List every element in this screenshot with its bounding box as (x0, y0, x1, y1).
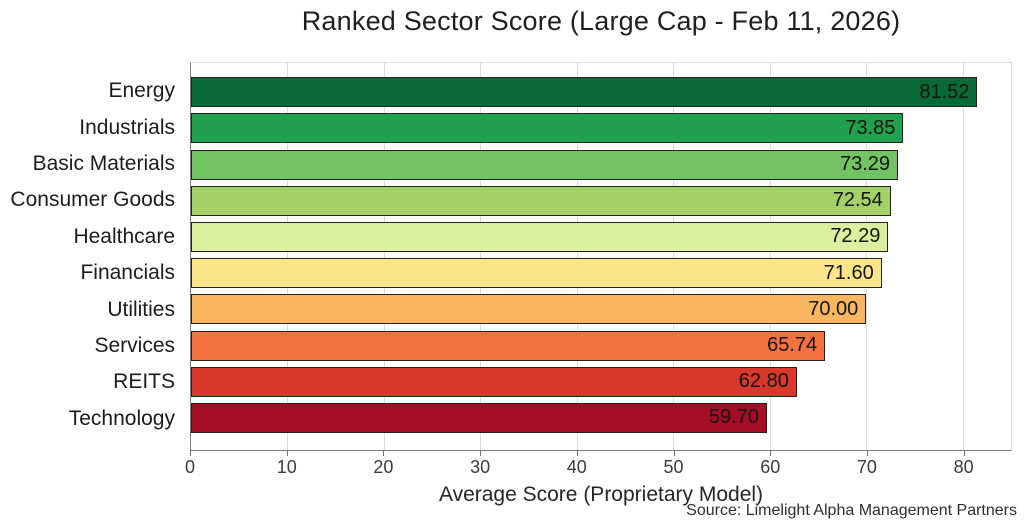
x-tick-label: 30 (470, 457, 491, 477)
value-label: 73.29 (839, 153, 891, 175)
x-tickmarks (190, 450, 1012, 456)
gridline (287, 63, 289, 450)
value-label: 65.74 (767, 334, 818, 357)
bar-healthcare: 72.29 (191, 221, 889, 252)
x-tick-label: 50 (663, 457, 684, 477)
x-tick-label: 40 (566, 457, 587, 477)
category-label-utilities: Utilities (107, 297, 175, 321)
value-label: 59.70 (708, 406, 759, 429)
value-label: 72.29 (830, 225, 881, 248)
bar-row: 73.85 (191, 110, 1011, 146)
tickmark (866, 450, 868, 456)
category-label-industrials: Industrials (79, 115, 175, 139)
tickmark (383, 450, 385, 456)
bar-industrials: 73.85 (191, 113, 904, 144)
gridline (383, 63, 385, 450)
category-label-consumer-goods: Consumer Goods (10, 188, 175, 212)
bar-row: 65.74 (191, 327, 1011, 363)
category-label-basic-materials: Basic Materials (32, 152, 175, 176)
tickmark (673, 450, 675, 456)
gridline (576, 63, 578, 450)
bar-reits: 62.80 (191, 366, 797, 397)
category-label-technology: Technology (68, 406, 175, 430)
value-label: 81.52 (919, 80, 970, 103)
tickmark (576, 450, 578, 456)
value-label: 71.60 (823, 261, 874, 284)
tickmark (770, 450, 772, 456)
bar-row: 71.60 (191, 255, 1011, 291)
bar-row: 72.54 (191, 183, 1011, 219)
bar-financials: 71.60 (191, 258, 882, 289)
x-tick-label: 70 (856, 457, 877, 477)
x-tick-label: 0 (184, 457, 196, 477)
chart-title: Ranked Sector Score (Large Cap - Feb 11,… (301, 6, 901, 36)
gridline (769, 63, 771, 450)
value-label: 70.00 (808, 297, 859, 320)
x-tick-label: 80 (953, 457, 974, 477)
gridline (866, 63, 868, 450)
gridline (673, 63, 675, 450)
bar-energy: 81.52 (191, 77, 978, 108)
x-tick-label: 20 (373, 457, 394, 477)
bar-row: 81.52 (191, 74, 1011, 110)
x-tick-label: 60 (760, 457, 781, 477)
tickmark (190, 450, 191, 456)
bar-basic-materials: 73.29 (191, 149, 899, 180)
category-label-services: Services (94, 334, 175, 358)
category-label-reits: REITS (113, 370, 175, 394)
category-label-financials: Financials (80, 261, 175, 285)
x-axis-ticks: 0 10 20 30 40 50 60 70 80 (185, 457, 1012, 479)
category-axis: Energy Industrials Basic Materials Consu… (0, 62, 182, 451)
x-tick-label: 10 (276, 457, 297, 477)
bar-utilities: 70.00 (191, 294, 867, 325)
source-attribution: Source: Limelight Alpha Management Partn… (686, 502, 1017, 519)
gridline (962, 63, 964, 450)
tickmark (480, 450, 482, 456)
bar-technology: 59.70 (191, 402, 767, 433)
bar-rows: 81.52 73.85 73.29 72.54 72.29 71.60 70.0… (191, 63, 1011, 450)
value-label: 73.85 (845, 116, 896, 139)
bar-services: 65.74 (191, 330, 826, 361)
tickmark (963, 450, 965, 456)
bar-row: 72.29 (191, 219, 1011, 255)
bar-row: 70.00 (191, 291, 1011, 327)
plot-area: 81.52 73.85 73.29 72.54 72.29 71.60 70.0… (190, 62, 1012, 451)
bar-row: 73.29 (191, 146, 1011, 182)
x-axis-label: Average Score (Proprietary Model) (438, 483, 764, 506)
bar-row: 62.80 (191, 364, 1011, 400)
category-label-healthcare: Healthcare (73, 224, 175, 248)
bar-consumer-goods: 72.54 (191, 185, 891, 216)
category-label-energy: Energy (108, 79, 175, 103)
bar-row: 59.70 (191, 400, 1011, 436)
value-label: 62.80 (738, 370, 789, 393)
gridline (480, 63, 482, 450)
tickmark (286, 450, 288, 456)
value-label: 72.54 (832, 189, 883, 212)
